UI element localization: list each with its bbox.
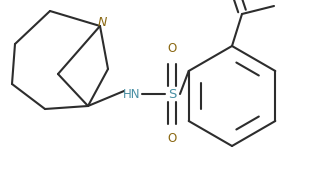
Text: S: S — [168, 88, 176, 101]
Text: N: N — [97, 17, 107, 30]
Text: O: O — [167, 42, 177, 56]
Text: O: O — [167, 132, 177, 145]
Text: HN: HN — [123, 88, 141, 101]
